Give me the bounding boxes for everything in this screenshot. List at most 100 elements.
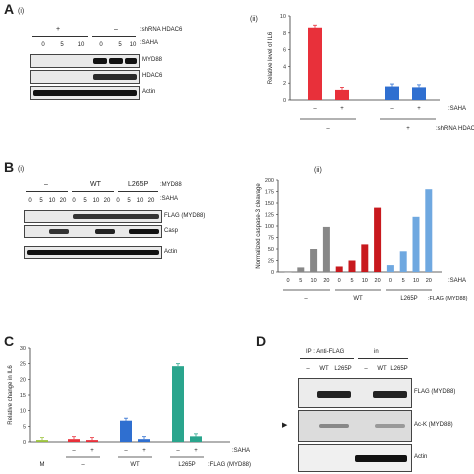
panel-b-lane-5: 0 <box>72 198 76 204</box>
panel-b-row-actin: Actin <box>164 249 178 255</box>
A-ii-bar <box>308 27 322 100</box>
panel-d-blot-actin <box>298 444 412 472</box>
panel-b-group-1: – <box>44 181 48 188</box>
A-ii-bar <box>385 86 399 100</box>
A-ii-y-tick-label: 2 <box>283 81 286 87</box>
panel-c-sign-label: – <box>176 448 180 454</box>
A-ii-y-label: Relative level of IL6 <box>268 31 274 84</box>
panel-a-lane-1: 0 <box>41 42 45 48</box>
panel-b-lane-2: 5 <box>39 198 43 204</box>
panel-c-sign-label: + <box>90 448 94 454</box>
panel-d-lane-4: – <box>364 366 368 372</box>
B-ii-bar <box>335 266 343 272</box>
panel-c-group-label: – <box>81 462 85 468</box>
panel-d-header-ip: IP : Anti-FLAG <box>306 349 345 355</box>
C-y-tick-label: 0 <box>23 440 26 446</box>
panel-d-arrow-icon: ▶ <box>282 422 288 429</box>
panel-d-lane-2: WT <box>319 366 329 372</box>
B-ii-bar <box>374 207 382 272</box>
panel-letter-d: D <box>256 333 267 349</box>
panel-b-lane-10: 5 <box>127 198 131 204</box>
panel-d-lane-5: WT <box>377 366 387 372</box>
A-ii-tick-label: – <box>390 106 394 112</box>
B-ii-y-tick-label: 0 <box>271 270 274 276</box>
C-bar <box>68 439 80 442</box>
C-y-label: Relative change in IL6 <box>8 365 14 425</box>
B-ii-y-label: Normalized caspase-3 cleavage <box>256 183 262 269</box>
panel-letter-b: B <box>4 159 15 175</box>
panel-b-lane-8: 20 <box>103 198 111 204</box>
panel-b-chart-group-label: – <box>304 296 308 302</box>
B-ii-y-tick-label: 150 <box>265 201 274 207</box>
C-bar <box>138 439 150 442</box>
panel-c-row2-label: :FLAG (MYD88) <box>208 462 251 468</box>
panel-a-group-plus: + <box>56 26 61 33</box>
panel-a-chart-group-sign: + <box>406 126 410 132</box>
panel-b-group-line-3 <box>118 191 158 192</box>
panel-b-blot-casp <box>24 225 162 238</box>
B-ii-bar <box>310 249 318 272</box>
panel-b-row-flag: FLAG (MYD88) <box>164 213 206 219</box>
A-ii-y-tick-label: 8 <box>283 31 286 37</box>
B-ii-bar <box>386 265 394 272</box>
panel-letter-a: A <box>4 1 15 17</box>
B-ii-tick-label: 0 <box>389 278 392 284</box>
panel-b-chart-label: (ii) <box>314 167 322 174</box>
B-ii-tick-label: 5 <box>299 278 302 284</box>
A-ii-bar <box>412 87 426 100</box>
band <box>33 90 137 96</box>
panel-b-blot-actin <box>24 246 162 259</box>
panel-d-header-in: in <box>374 349 379 355</box>
panel-b-blot-label: (i) <box>18 166 25 173</box>
panel-d-header-line-1 <box>300 358 354 359</box>
B-ii-tick-label: 20 <box>323 278 329 284</box>
panel-b-lane-11: 10 <box>136 198 144 204</box>
B-ii-tick-label: 0 <box>286 278 289 284</box>
panel-letter-c: C <box>4 333 15 349</box>
B-ii-bar <box>412 216 420 272</box>
panel-a-lane-5: 5 <box>118 42 122 48</box>
panel-a-blot-myd88 <box>30 54 140 68</box>
panel-a-lane-6: 10 <box>129 42 137 48</box>
C-bar <box>36 440 48 442</box>
B-ii-bar <box>284 272 292 273</box>
panel-b-group-line-2 <box>72 191 114 192</box>
panel-d-row-flag: FLAG (MYD88) <box>414 389 456 395</box>
panel-c-group-label: M <box>40 462 45 468</box>
panel-d-row-actin: Actin <box>414 454 428 460</box>
B-ii-bar <box>361 244 369 272</box>
band <box>73 214 159 219</box>
panel-b-lane-4: 20 <box>59 198 67 204</box>
panel-a-blot-hdac6 <box>30 70 140 84</box>
C-y-tick-label: 25 <box>20 362 26 368</box>
B-ii-tick-label: 10 <box>362 278 368 284</box>
C-y-tick-label: 15 <box>20 393 26 399</box>
A-ii-bar <box>335 89 349 100</box>
panel-b-chart-row2-label: :FLAG (MYD88) <box>428 296 468 302</box>
B-ii-bar <box>297 267 305 272</box>
panel-b-chart-group-label: WT <box>353 296 363 302</box>
band <box>125 58 137 64</box>
panel-d-lane-3: L265P <box>334 366 352 372</box>
band <box>93 74 137 80</box>
panel-a-blot-actin <box>30 86 140 100</box>
B-ii-y-tick-label: 50 <box>268 247 274 253</box>
band <box>95 229 115 234</box>
A-ii-tick-label: + <box>340 106 344 112</box>
B-ii-tick-label: 20 <box>426 278 432 284</box>
panel-a-row-actin: Actin <box>142 89 156 95</box>
panel-a-row-hdac6: HDAC6 <box>142 73 163 79</box>
panel-d-lane-6: L265P <box>390 366 408 372</box>
panel-a-lane-2: 5 <box>60 42 64 48</box>
B-ii-y-tick-label: 75 <box>268 236 274 242</box>
panel-a-lane-4: 0 <box>99 42 103 48</box>
panel-c-sign-label: – <box>124 448 128 454</box>
panel-c-sign-label: – <box>72 448 76 454</box>
panel-b-lane-6: 5 <box>83 198 87 204</box>
band <box>93 58 107 64</box>
band <box>317 391 351 398</box>
A-ii-y-tick-label: 6 <box>283 48 286 54</box>
panel-a-chart-label: (ii) <box>250 16 258 23</box>
panel-b-group-row-label: :MYD88 <box>160 182 182 188</box>
B-ii-tick-label: 5 <box>350 278 353 284</box>
